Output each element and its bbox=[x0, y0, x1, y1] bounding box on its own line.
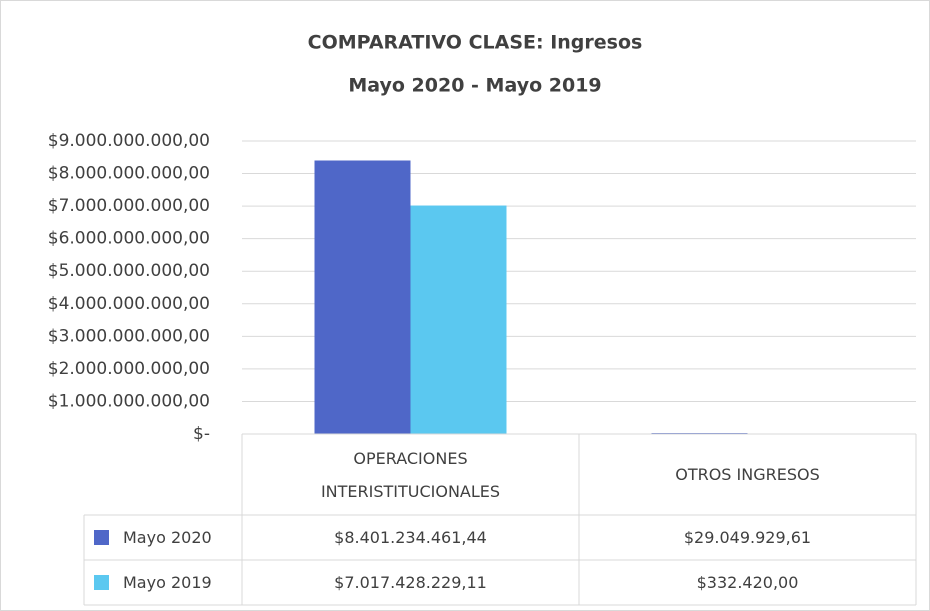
y-tick-label: $7.000.000.000,00 bbox=[48, 196, 210, 216]
y-tick-label: $4.000.000.000,00 bbox=[48, 294, 210, 314]
bar bbox=[314, 160, 411, 434]
legend-entry: Mayo 2020 bbox=[84, 515, 242, 560]
y-tick-label: $- bbox=[193, 424, 210, 444]
table-value: $29.049.929,61 bbox=[683, 528, 812, 547]
x-tick-label: OTROS INGRESOS bbox=[675, 465, 820, 484]
legend-label: Mayo 2019 bbox=[123, 573, 212, 592]
table-value: $332.420,00 bbox=[696, 573, 799, 592]
y-tick-label: $1.000.000.000,00 bbox=[48, 391, 210, 411]
y-tick-label: $9.000.000.000,00 bbox=[48, 131, 210, 151]
legend-swatch bbox=[94, 530, 109, 545]
bar bbox=[410, 205, 507, 434]
x-tick-label: OPERACIONES INTERISTITUCIONALES bbox=[320, 448, 501, 501]
table-value: $8.401.234.461,44 bbox=[334, 528, 487, 547]
y-tick-label: $5.000.000.000,00 bbox=[48, 261, 210, 281]
y-tick-label: $8.000.000.000,00 bbox=[48, 164, 210, 184]
legend-swatch bbox=[94, 575, 109, 590]
legend-label: Mayo 2020 bbox=[123, 528, 212, 547]
y-tick-label: $2.000.000.000,00 bbox=[48, 359, 210, 379]
chart-title: COMPARATIVO CLASE: Ingresos bbox=[308, 32, 643, 54]
chart-subtitle: Mayo 2020 - Mayo 2019 bbox=[348, 75, 601, 97]
y-tick-label: $3.000.000.000,00 bbox=[48, 326, 210, 346]
table-value: $7.017.428.229,11 bbox=[334, 573, 487, 592]
y-tick-label: $6.000.000.000,00 bbox=[48, 229, 210, 249]
legend-entry: Mayo 2019 bbox=[84, 560, 242, 605]
